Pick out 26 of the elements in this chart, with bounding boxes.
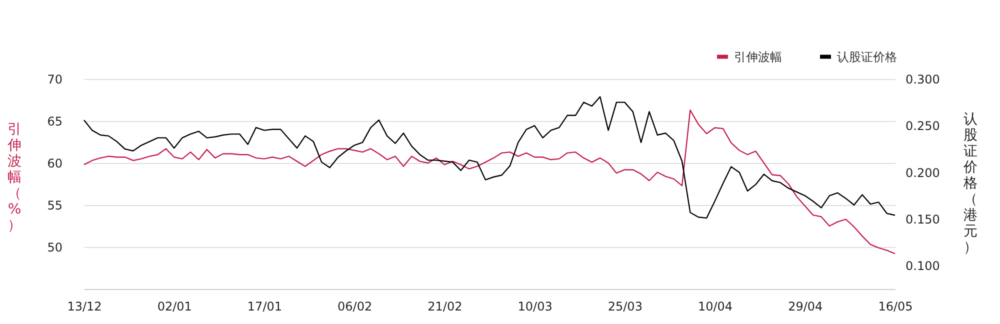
y2-tick-label: 0.150 [906, 212, 940, 226]
x-tick-label: 10/03 [518, 300, 552, 314]
y2-tick-label: 0.250 [906, 119, 940, 134]
x-tick-label: 02/01 [157, 300, 192, 314]
x-tick-label: 16/05 [878, 300, 913, 314]
x-tick-label: 13/12 [67, 300, 102, 314]
x-tick-label: 06/02 [338, 300, 372, 314]
x-tick-label: 29/04 [788, 300, 823, 314]
y-tick-label: 50 [47, 240, 62, 254]
y2-tick-label: 0.300 [906, 72, 940, 86]
y-tick-label: 60 [47, 156, 62, 170]
legend-label: 引伸波幅 [734, 50, 782, 64]
text: 认股证价格（港元） [964, 112, 978, 256]
y2-tick-label: 0.100 [906, 259, 940, 274]
y-axis-title: 引伸波幅（%） [6, 122, 22, 234]
y2-tick-label: 0.200 [906, 166, 940, 180]
x-tick-label: 25/03 [608, 300, 642, 314]
line-series [83, 96, 896, 219]
legend-label: 认股证价格 [837, 50, 897, 64]
y-tick-label: 70 [47, 72, 62, 86]
y-tick-label: 65 [47, 114, 62, 128]
line-series [83, 109, 896, 254]
x-tick-label: 10/04 [698, 300, 733, 314]
x-tick-label: 21/02 [428, 300, 462, 314]
y-tick-label: 55 [47, 198, 62, 212]
x-tick-label: 17/01 [247, 300, 282, 314]
